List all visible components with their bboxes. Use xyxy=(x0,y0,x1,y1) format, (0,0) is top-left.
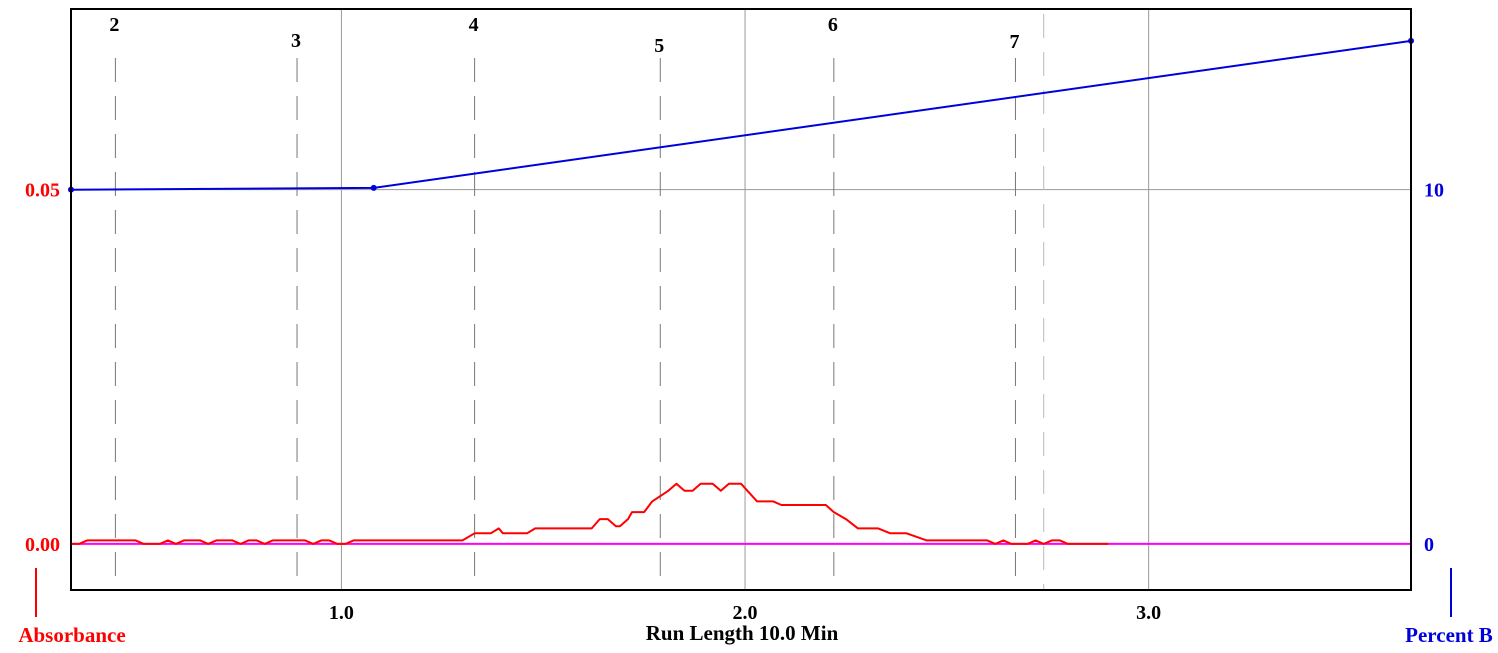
x-tick-label: 1.0 xyxy=(329,602,354,624)
y-right-tick-label: 0 xyxy=(1424,534,1434,556)
tick-label-layer: 1.0 2.0 3.0 0.00 0.05 0 10 xyxy=(25,180,1444,624)
series-line xyxy=(71,482,1109,545)
gradient-point xyxy=(370,184,377,191)
fraction-marker-label: 3 xyxy=(291,30,301,52)
plot-frame xyxy=(70,8,1412,591)
x-tick-label: 3.0 xyxy=(1136,602,1161,624)
fraction-marker-label: 7 xyxy=(1009,31,1019,53)
y-left-tick-label: 0.00 xyxy=(25,534,60,556)
y-left-axis-label: Absorbance xyxy=(18,623,125,647)
x-axis-label: Run Length 10.0 Min xyxy=(646,621,839,645)
x-tick-label: 2.0 xyxy=(733,602,758,624)
y-left-tick-label: 0.05 xyxy=(25,180,60,202)
series-layer xyxy=(68,37,1414,545)
fraction-marker-layer: 2 3 4 5 6 7 xyxy=(109,14,1045,590)
series-line xyxy=(70,39,1412,191)
grid-layer xyxy=(71,9,1411,590)
fraction-marker-label: 6 xyxy=(828,14,838,36)
fraction-marker-label: 2 xyxy=(109,14,119,36)
y-right-tick-label: 10 xyxy=(1424,180,1444,202)
fraction-marker-label: 5 xyxy=(654,35,664,57)
fraction-marker-label: 4 xyxy=(469,14,479,36)
y-right-axis-label: Percent B xyxy=(1405,623,1493,647)
